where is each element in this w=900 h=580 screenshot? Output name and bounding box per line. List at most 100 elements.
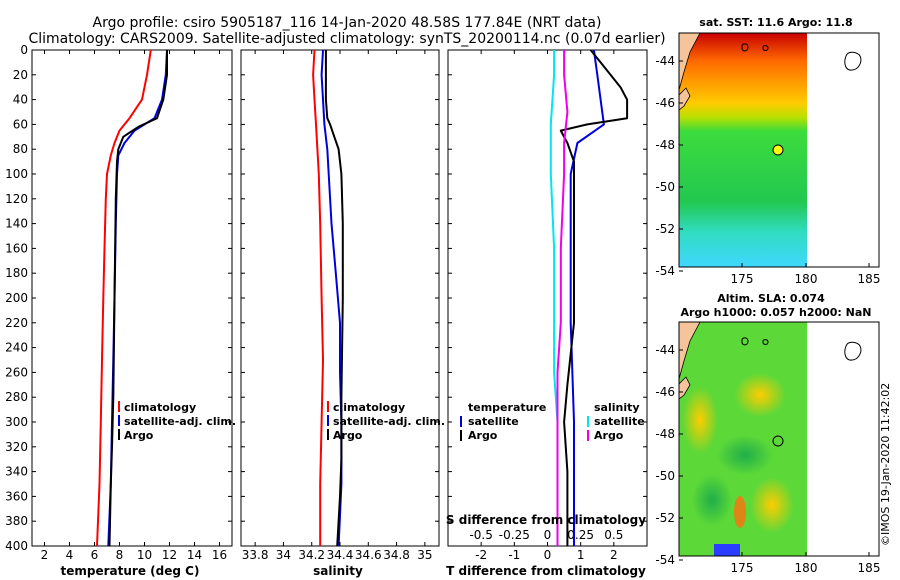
legend-argo: Argo [124,429,154,442]
depth-tick-label: 220 [5,316,28,330]
map-y-tick-label: -44 [655,54,675,68]
legend-climatology: climatology [333,401,405,414]
sst-argo-marker [772,144,784,156]
sst-map-frame [678,32,880,268]
credit-text: ©IMOS 19-Jan-2020 11:42:02 [879,383,892,546]
x-tick-label: 2 [610,548,618,562]
depth-tick-label: 340 [5,465,28,479]
depth-tick-label: 100 [5,167,28,181]
legend-temperature-title: temperature [468,401,546,414]
x-tick-label: 34 [276,548,291,562]
legend-satellite: satellite-adj. clim. [124,415,236,428]
sst-island-1 [741,43,749,52]
x-tick-label: 6 [91,548,99,562]
title-line2: Climatology: CARS2009. Satellite-adjuste… [28,31,665,47]
series-line [549,50,559,546]
sla-anomaly-6 [734,496,746,528]
series-line [107,49,168,547]
sla-anomaly-3 [750,477,794,533]
legend-argo: Argo [333,429,363,442]
depth-tick-label: 180 [5,266,28,280]
legend-t-satellite: satellite [468,415,519,428]
map-y-tick-label: -46 [655,96,675,110]
depth-tick-label: 80 [13,142,28,156]
series-line [559,49,629,546]
x-tick-label: 4 [66,548,74,562]
series-line [324,50,344,547]
series-line [312,49,324,546]
sla-argo-marker [772,435,784,447]
sla-anomaly-4 [717,435,773,475]
depth-tick-label: 140 [5,217,28,231]
x-tick-label: 34.4 [327,548,354,562]
series-line [96,49,152,547]
s-tick-label: 0 [544,528,552,542]
temperature-xlabel: temperature (deg C) [61,564,200,578]
x-tick-label: 1 [577,548,585,562]
title-line1: Argo profile: csiro 5905187_116 14-Jan-2… [93,15,602,31]
depth-tick-label: 0 [20,43,28,57]
sla-map: 175 180 185 -44 -46 -48 -50 -52 -54 [655,321,880,575]
x-tick-label: -2 [475,548,487,562]
difference-plot: -2 -1 0 1 2 -0.5 -0.25 0 0.25 0.5 [469,49,629,562]
s-tick-label: -0.25 [499,528,530,542]
sla-anomaly-5 [692,474,732,526]
legend-salinity-title: salinity [594,401,640,414]
s-tick-label: 0.5 [604,528,623,542]
sla-anomaly-1 [734,373,786,417]
sst-field [679,33,807,267]
x-tick-label: -1 [508,548,520,562]
sla-anomaly-2 [682,386,718,454]
legend-s-argo: Argo [594,429,624,442]
map-y-tick-label: -50 [655,180,675,194]
sla-anomaly-7 [714,544,740,556]
map-x-tick-label: 180 [795,272,818,286]
legend-t-argo: Argo [468,429,498,442]
difference-legend-salinity: salinity satellite Argo [587,401,645,442]
legend-satellite: satellite-adj. clim. [333,415,445,428]
legend-s-satellite: satellite [594,415,645,428]
sla-map-title-1: Altim. SLA: 0.074 [717,292,825,305]
salinity-xlabel: salinity [313,564,363,578]
x-tick-label: 34.2 [298,548,325,562]
x-tick-label: 33.8 [242,548,269,562]
sla-map-axes: 175 180 185 -44 -46 -48 -50 -52 -54 [655,343,880,575]
map-x-tick-label: 185 [858,272,881,286]
map-y-tick-label: -44 [655,343,675,357]
map-y-tick-label: -48 [655,427,675,441]
sst-island-2 [762,45,769,51]
depth-tick-label: 40 [13,93,28,107]
x-tick-label: 34.8 [383,548,410,562]
depth-tick-label: 260 [5,365,28,379]
difference-legend-temperature: temperature satellite Argo [460,401,546,442]
salinity-legend: climatology satellite-adj. clim. Argo [327,401,445,442]
map-y-tick-label: -54 [655,264,675,278]
temperature-panel [31,49,233,547]
x-tick-label: 0 [544,548,552,562]
legend-climatology: climatology [124,401,196,414]
series-line [320,49,343,547]
difference-xlabel: T difference from climatology [446,564,646,578]
map-y-tick-label: -48 [655,138,675,152]
depth-tick-label: 60 [13,117,28,131]
map-y-tick-label: -46 [655,385,675,399]
sla-map-frame [678,321,880,557]
map-x-tick-label: 180 [795,561,818,575]
sst-map: 175 180 185 -44 -46 -48 -50 -52 -54 [655,32,880,286]
sst-island-antipodes [844,51,862,71]
x-tick-label: 8 [116,548,124,562]
sst-map-axes: 175 180 185 -44 -46 -48 -50 -52 -54 [655,54,880,286]
s-tick-label: 0.25 [567,528,594,542]
x-tick-label: 34.6 [355,548,382,562]
sst-map-title: sat. SST: 11.6 Argo: 11.8 [699,16,852,29]
depth-tick-label: 400 [5,539,28,553]
sla-island-antipodes [844,341,862,361]
difference-panel [447,49,648,547]
depth-tick-label: 160 [5,241,28,255]
x-tick-label: 12 [162,548,177,562]
depth-axis: 0 20 40 60 80 100 120 140 160 180 200 220 240 260 280 3… [5,43,647,553]
x-tick-label: 2 [41,548,49,562]
series-line [556,50,569,546]
depth-tick-label: 200 [5,291,28,305]
depth-tick-label: 120 [5,192,28,206]
